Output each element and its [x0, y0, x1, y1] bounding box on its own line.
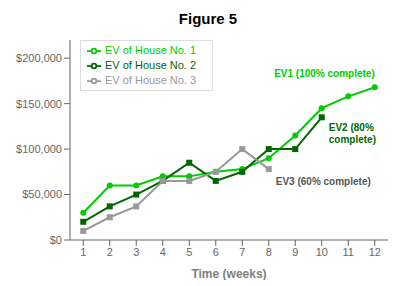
svg-text:2: 2: [107, 246, 113, 258]
html-text:Figure 5: Figure 5: [178, 10, 238, 27]
svg-text:4: 4: [160, 246, 166, 258]
svg-text:$150,000: $150,000: [16, 98, 62, 110]
html-text:EV of House No. 3: EV of House No. 3: [105, 74, 197, 87]
html-text:EV of House No. 1: EV of House No. 1: [105, 44, 197, 56]
svg-text:EV3 (60% complete): EV3 (60% complete): [276, 176, 371, 187]
svg-text:$200,000: $200,000: [16, 52, 62, 64]
svg-text:$100,000: $100,000: [16, 143, 62, 155]
svg-text:$50,000: $50,000: [22, 188, 62, 200]
svg-text:$0: $0: [50, 234, 62, 246]
svg-text:1: 1: [80, 246, 86, 258]
svg-text:6: 6: [213, 246, 219, 258]
svg-text:8: 8: [266, 246, 272, 258]
svg-text:12: 12: [369, 246, 381, 258]
svg-text:EV1 (100% complete): EV1 (100% complete): [274, 68, 375, 79]
svg-text:10: 10: [316, 246, 328, 258]
html-text:EV of House No. 2: EV of House No. 2: [105, 59, 197, 72]
svg-text:3: 3: [133, 246, 139, 258]
svg-text:Time (weeks): Time (weeks): [191, 267, 266, 280]
svg-text:EV2 (80%complete): EV2 (80%complete): [329, 122, 376, 145]
svg-text:7: 7: [239, 246, 245, 258]
svg-text:11: 11: [343, 246, 354, 258]
svg-text:5: 5: [186, 246, 192, 258]
svg-text:9: 9: [292, 246, 298, 258]
